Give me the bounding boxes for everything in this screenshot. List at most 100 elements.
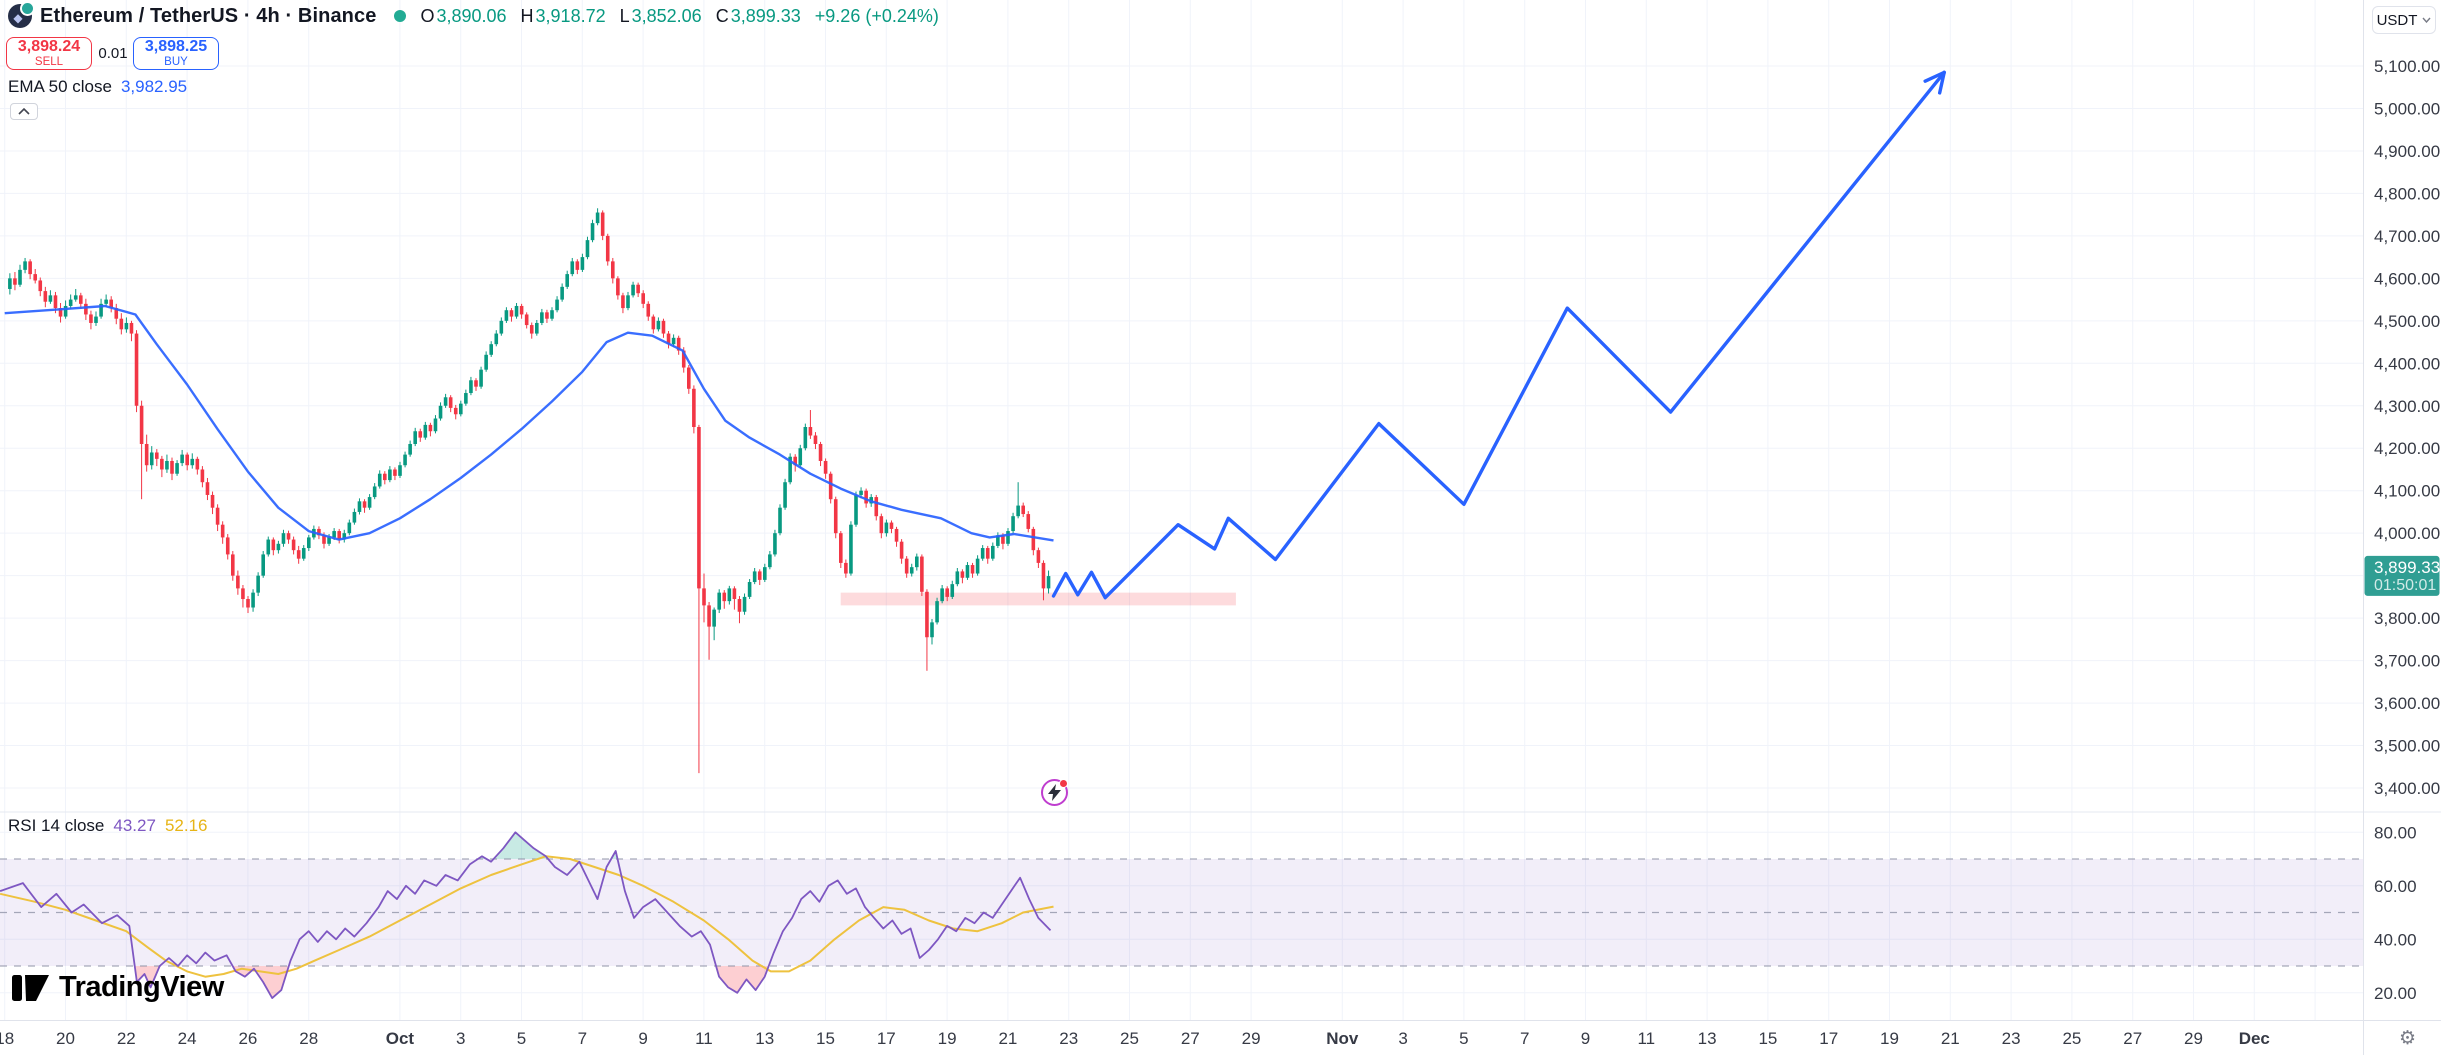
svg-text:Dec: Dec <box>2239 1029 2270 1048</box>
gear-icon[interactable]: ⚙ <box>2399 1027 2417 1049</box>
change-value: +9.26 (+0.24%) <box>814 5 939 26</box>
rsi-ma-legend-value: 52.16 <box>164 816 208 835</box>
sell-button[interactable]: 3,898.24 SELL <box>6 37 92 70</box>
spread-value: 0.01 <box>98 45 128 62</box>
svg-text:4,600.00: 4,600.00 <box>2374 269 2440 288</box>
rsi-legend-label: RSI 14 close <box>8 816 105 835</box>
buy-button[interactable]: 3,898.25 BUY <box>133 37 219 70</box>
svg-text:15: 15 <box>1758 1029 1777 1048</box>
chevron-up-icon <box>18 108 30 115</box>
svg-text:40.00: 40.00 <box>2374 930 2417 949</box>
ema-legend[interactable]: EMA 50 close 3,982.95 <box>8 77 187 97</box>
svg-text:11: 11 <box>1637 1029 1655 1048</box>
svg-text:5,100.00: 5,100.00 <box>2374 57 2440 76</box>
svg-text:3,800.00: 3,800.00 <box>2374 609 2440 628</box>
svg-text:5: 5 <box>517 1029 526 1048</box>
svg-text:13: 13 <box>755 1029 774 1048</box>
svg-text:3,400.00: 3,400.00 <box>2374 779 2440 798</box>
tradingview-wordmark: TradingView <box>59 971 224 1003</box>
svg-text:Nov: Nov <box>1326 1029 1359 1048</box>
market-status-dot <box>394 10 407 22</box>
ema-line[interactable] <box>4 304 1054 542</box>
tradingview-logo-icon <box>12 974 49 1001</box>
rsi-oversold-fill <box>0 966 1051 999</box>
rsi-axis[interactable]: 80.00 60.00 40.00 20.00 <box>2374 823 2417 1003</box>
collapse-pane-button[interactable] <box>10 103 38 120</box>
svg-text:4,900.00: 4,900.00 <box>2374 142 2440 161</box>
svg-text:24: 24 <box>178 1029 197 1048</box>
svg-text:19: 19 <box>938 1029 957 1048</box>
svg-text:28: 28 <box>299 1029 318 1048</box>
svg-text:7: 7 <box>578 1029 587 1048</box>
eth-badge-icon <box>20 1 35 16</box>
tradingview-logo[interactable]: TradingView <box>12 971 224 1004</box>
svg-text:4,100.00: 4,100.00 <box>2374 482 2440 501</box>
svg-text:11: 11 <box>695 1029 713 1048</box>
svg-text:60.00: 60.00 <box>2374 877 2417 896</box>
low-value: 3,852.06 <box>631 5 702 26</box>
support-zone[interactable] <box>840 592 1236 606</box>
svg-text:4,300.00: 4,300.00 <box>2374 397 2440 416</box>
svg-text:3,500.00: 3,500.00 <box>2374 737 2440 756</box>
svg-text:25: 25 <box>2062 1029 2081 1048</box>
candles-layer <box>8 208 1051 774</box>
svg-text:29: 29 <box>1242 1029 1261 1048</box>
svg-text:19: 19 <box>1880 1029 1899 1048</box>
svg-text:17: 17 <box>1819 1029 1838 1048</box>
rsi-legend-value: 43.27 <box>113 816 156 835</box>
svg-text:18: 18 <box>0 1029 14 1048</box>
eth-diamond-icon: ◆ <box>13 11 23 25</box>
projection-arrow[interactable] <box>1051 70 1946 600</box>
sell-price: 3,898.24 <box>17 38 81 56</box>
rsi-legend[interactable]: RSI 14 close 43.27 52.16 <box>8 816 207 836</box>
rsi-ma-line[interactable] <box>0 855 1054 978</box>
notification-dot <box>1059 779 1068 788</box>
svg-text:3,700.00: 3,700.00 <box>2374 652 2440 671</box>
chart-header: ◆ Ethereum / TetherUS · 4h · Binance O 3,… <box>8 1 939 28</box>
svg-text:5,000.00: 5,000.00 <box>2374 99 2440 118</box>
svg-text:21: 21 <box>998 1029 1017 1048</box>
svg-text:9: 9 <box>638 1029 647 1048</box>
svg-text:3: 3 <box>1398 1029 1407 1048</box>
svg-text:3,600.00: 3,600.00 <box>2374 694 2440 713</box>
svg-text:01:50:01: 01:50:01 <box>2374 577 2436 594</box>
svg-text:13: 13 <box>1698 1029 1717 1048</box>
close-value: 3,899.33 <box>730 5 801 26</box>
svg-text:4,200.00: 4,200.00 <box>2374 439 2440 458</box>
svg-text:20: 20 <box>56 1029 75 1048</box>
currency-selector[interactable]: USDT <box>2372 6 2436 34</box>
svg-text:4,800.00: 4,800.00 <box>2374 184 2440 203</box>
open-label: O <box>420 5 435 26</box>
svg-text:4,400.00: 4,400.00 <box>2374 354 2440 373</box>
price-axis[interactable]: 5,100.00 5,000.00 4,900.00 4,800.00 4,700.00… <box>2374 57 2440 798</box>
svg-text:22: 22 <box>117 1029 136 1048</box>
svg-text:23: 23 <box>1059 1029 1078 1048</box>
symbol-title[interactable]: Ethereum / TetherUS · 4h · Binance <box>40 4 377 27</box>
svg-text:4,000.00: 4,000.00 <box>2374 524 2440 543</box>
svg-text:29: 29 <box>2184 1029 2203 1048</box>
svg-text:9: 9 <box>1581 1029 1590 1048</box>
open-value: 3,890.06 <box>436 5 507 26</box>
svg-text:20.00: 20.00 <box>2374 984 2417 1003</box>
close-label: C <box>715 5 729 26</box>
lightning-icon[interactable] <box>1041 779 1068 806</box>
svg-text:27: 27 <box>1181 1029 1200 1048</box>
ohlc-values: O 3,890.06 H 3,918.72 L 3,852.06 C 3,899.33 … <box>420 6 938 27</box>
svg-text:80.00: 80.00 <box>2374 823 2417 842</box>
svg-text:7: 7 <box>1520 1029 1529 1048</box>
svg-text:27: 27 <box>2123 1029 2142 1048</box>
time-axis[interactable]: 18 20 22 24 26 28 Oct 3 5 7 9 11 13 15 17 19 21 23 25 27 29 N… <box>0 1029 2270 1048</box>
svg-text:3: 3 <box>456 1029 465 1048</box>
currency-label: USDT <box>2376 11 2418 29</box>
buy-label: BUY <box>164 55 188 68</box>
svg-text:26: 26 <box>238 1029 257 1048</box>
low-label: L <box>619 5 630 26</box>
ema-legend-label: EMA 50 close <box>8 77 112 96</box>
svg-text:17: 17 <box>877 1029 896 1048</box>
svg-text:4,500.00: 4,500.00 <box>2374 312 2440 331</box>
chevron-down-icon <box>2422 17 2431 23</box>
rsi-line[interactable] <box>0 831 1052 999</box>
ema-legend-value: 3,982.95 <box>120 77 188 96</box>
lightning-bolt-icon <box>1048 784 1061 801</box>
